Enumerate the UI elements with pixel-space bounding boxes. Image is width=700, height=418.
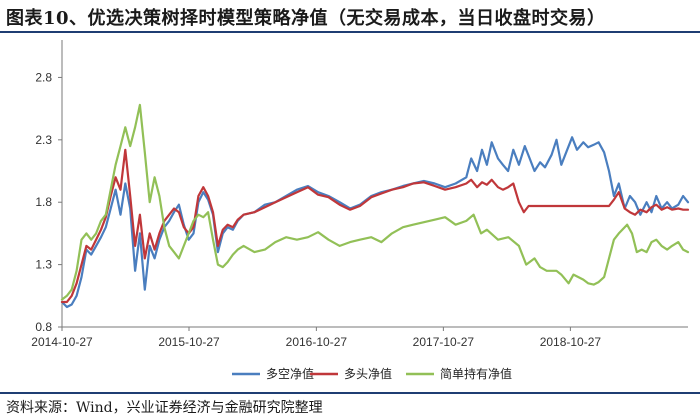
y-tick-label: 2.3 <box>35 133 52 147</box>
series-lines <box>60 103 690 309</box>
x-tick-label: 2018-10-27 <box>540 335 602 349</box>
source-rule <box>0 392 700 394</box>
x-tick-label: 2015-10-27 <box>158 335 220 349</box>
chart-title: 图表10、优选决策树择时模型策略净值（无交易成本，当日收盘时交易） <box>6 8 606 29</box>
line-chart: 0.8 1.3 1.8 2.3 2.8 2014-10-27 2015-10-27 2016-… <box>31 40 690 381</box>
y-tick-label: 1.8 <box>35 195 52 209</box>
x-tick-label: 2016-10-27 <box>286 335 348 349</box>
x-tick-label: 2017-10-27 <box>413 335 475 349</box>
x-tick-label: 2014-10-27 <box>31 335 93 349</box>
series-line-1 <box>60 148 690 304</box>
legend-label: 简单持有净值 <box>440 366 512 381</box>
axes: 0.8 1.3 1.8 2.3 2.8 2014-10-27 2015-10-27 2016-… <box>31 40 688 349</box>
series-line-0 <box>60 136 690 309</box>
y-tick-label: 2.8 <box>35 70 52 84</box>
series-line-2 <box>60 103 690 301</box>
y-tick-label: 1.3 <box>35 258 52 272</box>
legend: 多空净值 多头净值 简单持有净值 <box>232 366 512 381</box>
y-tick-label: 0.8 <box>35 320 52 334</box>
legend-label: 多空净值 <box>266 366 314 381</box>
title-rule <box>0 31 700 33</box>
source-note: 资料来源：Wind，兴业证券经济与金融研究院整理 <box>6 400 323 416</box>
legend-label: 多头净值 <box>344 366 392 381</box>
